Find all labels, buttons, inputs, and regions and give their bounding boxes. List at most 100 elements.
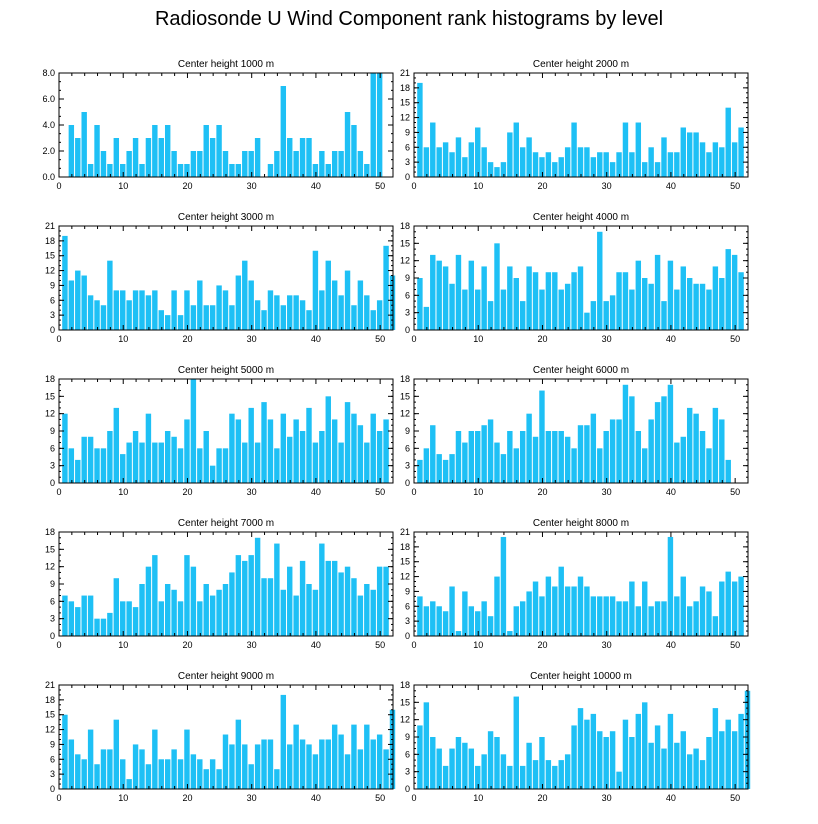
histogram-bar bbox=[331, 724, 338, 789]
histogram-bar bbox=[609, 596, 616, 636]
histogram-bar bbox=[532, 272, 539, 330]
histogram-bar bbox=[68, 448, 75, 483]
histogram-bar bbox=[526, 742, 532, 789]
y-tick-label: 9 bbox=[50, 280, 55, 290]
histogram-bar bbox=[325, 560, 331, 636]
histogram-bar bbox=[254, 537, 261, 636]
histogram-bar bbox=[513, 696, 519, 789]
histogram-bar bbox=[107, 431, 113, 483]
y-tick-label: 8.0 bbox=[42, 68, 55, 78]
x-tick-label: 30 bbox=[602, 640, 612, 650]
histogram-bar bbox=[120, 164, 126, 177]
histogram-bar bbox=[507, 266, 513, 330]
histogram-panel: Center height 3000 m 0 10 20 30 40 50 0 3 6 9 12 15 1… bbox=[45, 212, 396, 344]
histogram-bar bbox=[693, 601, 699, 636]
histogram-bar bbox=[699, 283, 706, 330]
histogram-bar bbox=[731, 581, 738, 636]
histogram-bar bbox=[139, 584, 145, 636]
histogram-bar bbox=[475, 611, 481, 636]
histogram-bar bbox=[564, 283, 571, 330]
histogram-bar bbox=[267, 164, 274, 177]
histogram-bar bbox=[132, 607, 139, 636]
histogram-bar bbox=[75, 754, 81, 789]
histogram-bar bbox=[100, 305, 107, 330]
histogram-bar bbox=[487, 419, 494, 483]
histogram-bar bbox=[629, 737, 635, 789]
histogram-bar bbox=[87, 595, 94, 636]
histogram-bar bbox=[712, 142, 719, 177]
histogram-bar bbox=[222, 151, 229, 177]
y-tick-label: 21 bbox=[400, 68, 410, 78]
histogram-bar bbox=[513, 278, 519, 330]
histogram-bar bbox=[462, 289, 468, 330]
histogram-bar bbox=[545, 272, 552, 330]
histogram-bar bbox=[648, 606, 654, 636]
histogram-bar bbox=[455, 431, 462, 483]
histogram-bar bbox=[364, 584, 370, 636]
histogram-bar bbox=[423, 606, 430, 636]
histogram-bar bbox=[376, 300, 383, 330]
histogram-bar bbox=[197, 151, 203, 177]
x-tick-label: 30 bbox=[247, 487, 257, 497]
histogram-bar bbox=[571, 448, 577, 483]
histogram-bar bbox=[87, 729, 94, 789]
histogram-bar bbox=[571, 725, 577, 789]
histogram-bar bbox=[216, 589, 222, 636]
histogram-bar bbox=[209, 138, 216, 177]
histogram-bar bbox=[325, 396, 331, 483]
histogram-bar bbox=[158, 138, 164, 177]
y-tick-label: 9 bbox=[405, 127, 410, 137]
histogram-bar bbox=[616, 601, 622, 636]
y-tick-label: 6 bbox=[50, 596, 55, 606]
histogram-bar bbox=[699, 586, 706, 636]
histogram-bar bbox=[209, 759, 216, 789]
y-tick-label: 0 bbox=[50, 325, 55, 335]
histogram-bar bbox=[261, 402, 267, 483]
y-tick-label: 12 bbox=[45, 725, 55, 735]
histogram-bar bbox=[177, 448, 184, 483]
histogram-bar bbox=[468, 142, 475, 177]
x-tick-label: 20 bbox=[182, 640, 192, 650]
x-tick-label: 50 bbox=[375, 487, 385, 497]
histogram-bar bbox=[325, 739, 331, 789]
y-tick-label: 12 bbox=[400, 113, 410, 123]
histogram-bar bbox=[616, 771, 622, 789]
histogram-bar bbox=[642, 702, 648, 789]
histogram-bar bbox=[430, 601, 436, 636]
y-tick-label: 6 bbox=[50, 754, 55, 764]
histogram-bar bbox=[629, 289, 635, 330]
histogram-bar bbox=[145, 138, 152, 177]
x-tick-label: 10 bbox=[118, 487, 128, 497]
histogram-bar bbox=[152, 729, 158, 789]
histogram-bar bbox=[75, 270, 81, 330]
histogram-bar bbox=[417, 725, 423, 789]
histogram-bar bbox=[417, 596, 423, 636]
histogram-bar bbox=[590, 713, 597, 789]
histogram-bar bbox=[462, 591, 468, 636]
x-tick-label: 20 bbox=[537, 793, 547, 803]
histogram-bar bbox=[526, 591, 532, 636]
x-tick-label: 10 bbox=[118, 793, 128, 803]
y-tick-label: 18 bbox=[400, 680, 410, 690]
histogram-bar bbox=[552, 586, 558, 636]
histogram-bar bbox=[203, 305, 209, 330]
histogram-bar bbox=[442, 611, 449, 636]
histogram-bar bbox=[171, 436, 177, 483]
chart-main-title: Radiosonde U Wind Component rank histogr… bbox=[154, 8, 664, 30]
y-tick-label: 21 bbox=[45, 680, 55, 690]
y-tick-label: 3 bbox=[50, 769, 55, 779]
y-tick-label: 3 bbox=[405, 157, 410, 167]
histogram-bar bbox=[423, 147, 430, 177]
y-tick-label: 15 bbox=[400, 238, 410, 248]
histogram-bar bbox=[738, 713, 744, 789]
y-tick-label: 18 bbox=[400, 83, 410, 93]
histogram-bar bbox=[436, 260, 442, 330]
histogram-bar bbox=[584, 312, 590, 330]
histogram-bar bbox=[319, 543, 325, 636]
histogram-bar bbox=[306, 138, 312, 177]
histogram-bar bbox=[209, 465, 216, 483]
histogram-bar bbox=[552, 431, 558, 483]
histogram-bar bbox=[680, 576, 686, 636]
histogram-bar bbox=[539, 737, 545, 789]
histogram-bar bbox=[158, 310, 164, 330]
